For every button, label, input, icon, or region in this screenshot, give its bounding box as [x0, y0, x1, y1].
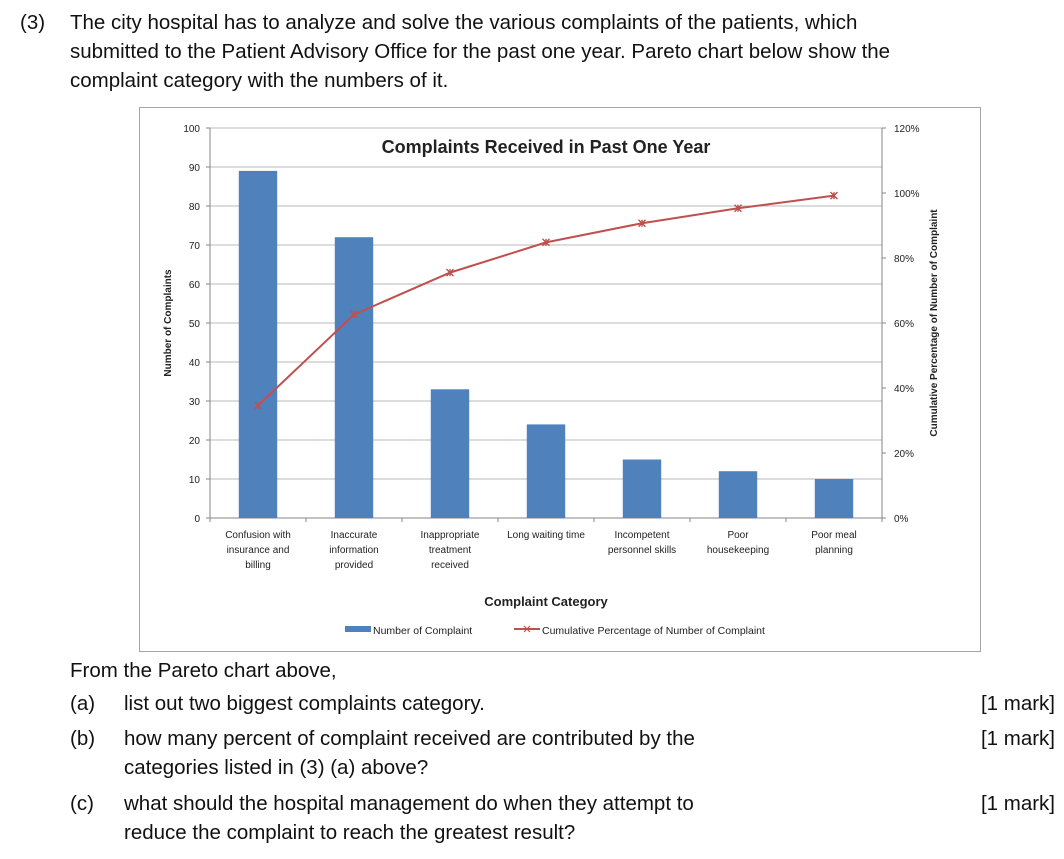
mark-label: [1 mark]	[980, 692, 1055, 715]
y-tick-label: 30	[189, 397, 201, 408]
x-tick-label: Poor meal	[811, 530, 857, 541]
x-tick-label: Inappropriate	[421, 530, 480, 541]
sub-question-text: how many percent of complaint received a…	[124, 724, 844, 782]
x-tick-label: personnel skills	[608, 545, 676, 556]
line-point-marker	[254, 401, 262, 410]
line-point-marker	[542, 238, 550, 247]
legend-swatch-bars	[345, 626, 371, 632]
line-point-marker	[350, 310, 358, 319]
y2-tick-label: 60%	[894, 319, 914, 330]
x-axis-label: Complaint Category	[484, 594, 608, 609]
x-tick-label: provided	[335, 560, 373, 571]
mark-label: [1 mark]	[980, 792, 1055, 815]
y-tick-label: 60	[189, 280, 201, 291]
x-tick-label: treatment	[429, 545, 471, 556]
line-point-marker	[734, 204, 742, 213]
pareto-chart: 0 10 20 30 40 50 60 70 80 90 100 0% 20% 40% 60% 80% 100%…	[139, 107, 981, 652]
y-tick-label: 80	[189, 202, 201, 213]
y-tick-label: 10	[189, 475, 201, 486]
sub-question-line: reduce the complaint to reach the greate…	[124, 821, 576, 844]
sub-question-label: (c)	[70, 792, 94, 815]
legend-swatch-marker	[523, 625, 531, 633]
y2-tick-label: 40%	[894, 384, 914, 395]
line-point-marker	[446, 268, 454, 277]
x-tick-label: received	[431, 560, 469, 571]
question-line: complaint category with the numbers of i…	[70, 69, 449, 92]
y2-tick-label: 20%	[894, 449, 914, 460]
sub-question-line: what should the hospital management do w…	[124, 792, 694, 815]
sub-question-label: (a)	[70, 692, 96, 715]
x-tick-label: information	[329, 545, 378, 556]
y-tick-label: 0	[194, 514, 200, 525]
y2-tick-label: 0%	[894, 514, 909, 525]
line-point-marker	[638, 219, 646, 228]
bar	[334, 237, 374, 518]
chart-svg: 0 10 20 30 40 50 60 70 80 90 100 0% 20% 40% 60% 80% 100%…	[163, 124, 940, 637]
sub-question-text: list out two biggest complaints category…	[124, 689, 844, 718]
bar	[238, 170, 278, 518]
x-tick-label: Confusion with	[225, 530, 291, 541]
sub-question-label: (b)	[70, 727, 96, 750]
question-line: The city hospital has to analyze and sol…	[70, 11, 858, 34]
x-tick-label: Long waiting time	[507, 530, 585, 541]
bar	[622, 459, 662, 518]
question-number: (3)	[20, 11, 46, 34]
bar	[430, 389, 470, 518]
y-tick-label: 90	[189, 163, 201, 174]
sub-question-line: how many percent of complaint received a…	[124, 727, 695, 750]
bar	[526, 424, 566, 518]
x-tick-label: billing	[245, 560, 271, 571]
y2-tick-label: 120%	[894, 124, 920, 135]
line-point-marker	[830, 191, 838, 200]
y-tick-label: 50	[189, 319, 201, 330]
y-tick-label: 70	[189, 241, 201, 252]
mark-label: [1 mark]	[980, 727, 1055, 750]
bar	[718, 471, 758, 518]
x-tick-label: Incompetent	[614, 530, 669, 541]
y2-tick-label: 100%	[894, 189, 920, 200]
x-tick-label: insurance and	[227, 545, 290, 556]
chart-title: Complaints Received in Past One Year	[382, 137, 711, 157]
x-tick-label: Poor	[727, 530, 749, 541]
bar	[814, 479, 854, 518]
question-line: submitted to the Patient Advisory Office…	[70, 40, 891, 63]
y2-axis-label: Cumulative Percentage of Number of Compl…	[929, 209, 940, 437]
y-tick-label: 40	[189, 358, 201, 369]
legend-label-line: Cumulative Percentage of Number of Compl…	[542, 625, 765, 637]
x-tick-label: housekeeping	[707, 545, 769, 556]
question-text: The city hospital has to analyze and sol…	[70, 8, 1055, 95]
sub-question-text: what should the hospital management do w…	[124, 789, 844, 847]
y-axis-label: Number of Complaints	[163, 269, 174, 377]
x-tick-label: planning	[815, 545, 853, 556]
sub-question-line: categories listed in (3) (a) above?	[124, 756, 429, 779]
x-tick-label: Inaccurate	[331, 530, 378, 541]
legend-label-bars: Number of Complaint	[373, 625, 472, 637]
y2-tick-label: 80%	[894, 254, 914, 265]
y-tick-label: 100	[183, 124, 200, 135]
y-tick-label: 20	[189, 436, 201, 447]
sub-question-line: list out two biggest complaints category…	[124, 692, 485, 715]
prompt-text: From the Pareto chart above,	[70, 659, 337, 682]
